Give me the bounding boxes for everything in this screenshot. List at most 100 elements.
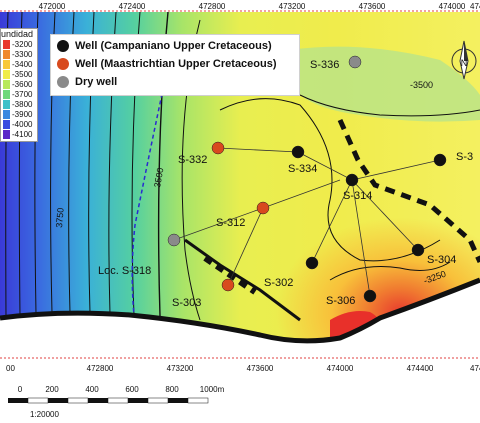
- top-axis-label: 474400: [470, 2, 480, 11]
- legend-label: Well (Campaniano Upper Cretaceous): [75, 40, 272, 52]
- dashed-contour: [131, 79, 166, 316]
- color-swatch: [3, 80, 10, 89]
- colorbar-entry: -3400: [1, 59, 37, 70]
- scale-segment: [147, 397, 169, 404]
- colorbar-entry: -3300: [1, 49, 37, 60]
- colorbar-entry: -3900: [1, 109, 37, 120]
- color-swatch: [3, 110, 10, 119]
- scale-label: 600: [125, 385, 139, 394]
- high-zone: [150, 100, 480, 341]
- well-marker: S-304: [411, 243, 456, 266]
- scale-label: 400: [85, 385, 99, 394]
- colorbar-label: -3900: [12, 110, 33, 119]
- well-icon: [221, 278, 235, 292]
- well-marker: S-3: [433, 151, 473, 167]
- fault-lines: [184, 118, 480, 322]
- colorbar-label: -3200: [12, 40, 33, 49]
- contour-label: 3500: [152, 167, 165, 188]
- north-arrow-icon: N: [449, 39, 479, 81]
- scale-ratio: 1:20000: [30, 410, 59, 419]
- color-swatch: [3, 50, 10, 59]
- well-icon: [211, 141, 225, 155]
- colorbar-label: -3700: [12, 90, 33, 99]
- top-axis-label: 473200: [279, 2, 306, 11]
- well-label: S-3: [456, 151, 473, 163]
- colorbar-title: undidad: [1, 29, 34, 39]
- well-icon: [256, 201, 270, 215]
- bottom-axis-label: 00: [6, 364, 15, 373]
- color-swatch: [3, 130, 10, 139]
- svg-text:N: N: [461, 58, 468, 68]
- well-trajectories: [173, 147, 441, 297]
- top-axis-band: [0, 0, 480, 12]
- north-low-zone: [290, 46, 480, 122]
- well-marker: S-312: [216, 201, 270, 229]
- well-label: S-334: [288, 163, 317, 175]
- well-icon: [411, 243, 425, 257]
- colorbar: undidad -3200 -3300 -3400 -3500 -3600 -3700 -3…: [0, 28, 38, 142]
- well-label: S-303: [172, 297, 201, 309]
- well-label: Loc. S-318: [98, 265, 151, 277]
- bottom-axis-label: 473200: [167, 364, 194, 373]
- colorbar-entry: -3200: [1, 39, 37, 50]
- bottom-axis: 00 472800 473200 473600 474000 474400 47480: [0, 357, 480, 373]
- scale-segment: [128, 398, 148, 403]
- scale-segment: [67, 397, 89, 404]
- scale-segment: [48, 398, 68, 403]
- top-axis-label: 472400: [119, 2, 146, 11]
- map-boundary: [0, 277, 480, 344]
- color-swatch: [3, 70, 10, 79]
- color-swatch: [3, 100, 10, 109]
- colorbar-label: -3800: [12, 100, 33, 109]
- well-icon: [433, 153, 447, 167]
- colorbar-label: -3300: [12, 50, 33, 59]
- legend: Well (Campaniano Upper Cretaceous) Well …: [50, 34, 300, 96]
- scale-segment: [168, 398, 188, 403]
- well-marker: S-332: [178, 141, 225, 166]
- colorbar-label: -4000: [12, 120, 33, 129]
- bottom-axis-label: 474400: [407, 364, 434, 373]
- scale-segment: [8, 398, 28, 403]
- legend-label: Well (Maastrichtian Upper Cretaceous): [75, 58, 277, 70]
- scale-bar: 0 200 400 600 800 1000m: [8, 385, 225, 404]
- bottom-axis-label: 472800: [87, 364, 114, 373]
- scale-label: 200: [45, 385, 59, 394]
- well-marker: S-302: [264, 256, 319, 289]
- colorbar-entry: -3700: [1, 89, 37, 100]
- dry-well-icon: [167, 233, 181, 247]
- top-axis-label: 472000: [39, 2, 66, 11]
- gray-dot-icon: [57, 76, 69, 88]
- top-axis: 472000 472400 472800 473200 473600 474000 4744…: [0, 0, 480, 12]
- well-icon: [291, 145, 305, 159]
- well-label: S-314: [343, 190, 372, 202]
- colorbar-label: -3500: [12, 70, 33, 79]
- top-axis-label: 473600: [359, 2, 386, 11]
- scale-segment: [88, 398, 108, 403]
- color-swatch: [3, 60, 10, 69]
- well-label: S-336: [310, 59, 339, 71]
- scale-label: 1000m: [200, 385, 225, 394]
- well-marker: S-306: [326, 289, 377, 307]
- color-swatch: [3, 90, 10, 99]
- top-axis-label: 472800: [199, 2, 226, 11]
- contour-label: 3750: [54, 207, 66, 228]
- wells-layer: S-336 S-332 S-334 S-314 S-3 S-312 Loc. S-318 S-…: [98, 55, 473, 309]
- bottom-axis-label: 47480: [470, 364, 480, 373]
- well-marker: S-334: [288, 145, 317, 175]
- top-axis-label: 474000: [439, 2, 466, 11]
- colorbar-entry: -3500: [1, 69, 37, 80]
- colorbar-entry: -4000: [1, 119, 37, 130]
- well-icon: [305, 256, 319, 270]
- orange-dot-icon: [57, 58, 69, 70]
- bottom-axis-label: 473600: [247, 364, 274, 373]
- colorbar-entry: -3600: [1, 79, 37, 90]
- scale-segment: [27, 397, 49, 404]
- well-label: S-332: [178, 154, 207, 166]
- well-label: S-302: [264, 277, 293, 289]
- colorbar-label: -3400: [12, 60, 33, 69]
- color-swatch: [3, 40, 10, 49]
- well-marker: S-314: [343, 173, 372, 202]
- well-icon: [345, 173, 359, 187]
- well-label: S-306: [326, 295, 355, 307]
